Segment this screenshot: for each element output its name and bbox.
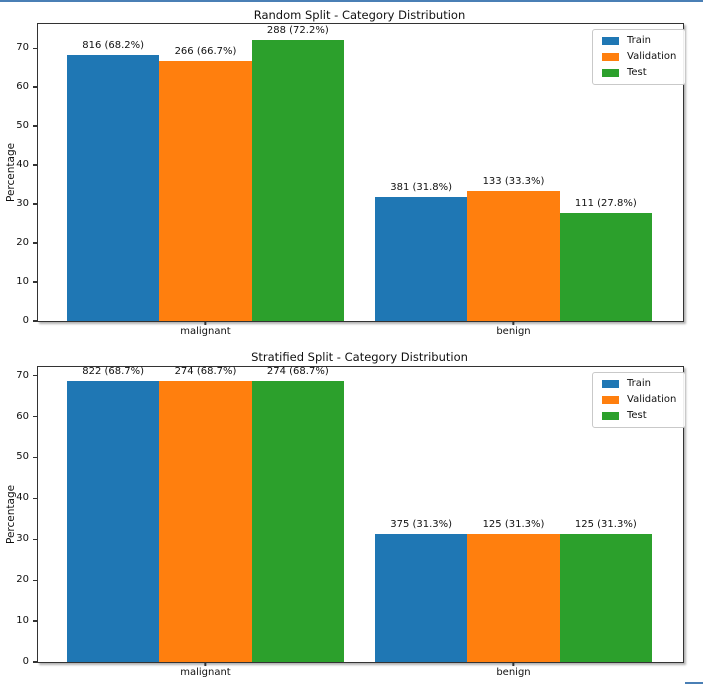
test-swatch <box>602 412 619 420</box>
legend-label-train: Train <box>627 378 651 389</box>
y-tick-label: 30 <box>16 533 29 545</box>
train-swatch <box>602 37 619 45</box>
legend-label-validation: Validation <box>627 394 677 405</box>
legend-item-test: Test <box>602 410 676 422</box>
y-tick-mark <box>32 47 37 49</box>
bar-value-label: 111 (27.8%) <box>574 197 637 209</box>
y-tick-mark <box>32 125 37 127</box>
bar-train-benign <box>375 197 468 321</box>
bar-value-label: 822 (68.7%) <box>82 365 145 377</box>
legend-item-validation: Validation <box>602 51 676 63</box>
y-tick-label: 50 <box>16 120 29 132</box>
bar-test-malignant <box>251 380 344 662</box>
y-tick-label: 0 <box>22 656 29 667</box>
x-tick-label: malignant <box>180 667 231 678</box>
plot-area: Percentage Train Validation Test 0 10 20 30… <box>5 23 687 337</box>
validation-swatch <box>602 396 619 404</box>
bar-value-label: 266 (66.7%) <box>174 46 237 58</box>
y-tick-label: 30 <box>16 198 29 210</box>
y-tick-label: 20 <box>16 237 29 249</box>
legend-item-test: Test <box>602 67 676 79</box>
y-tick-mark <box>32 661 37 663</box>
x-tick-label: benign <box>496 326 531 337</box>
y-tick-label: 10 <box>16 615 29 627</box>
y-tick-mark <box>32 415 37 418</box>
x-tick-mark <box>204 321 207 325</box>
y-tick-label: 70 <box>16 369 29 381</box>
legend-label-train: Train <box>627 35 651 46</box>
validation-swatch <box>602 53 619 61</box>
bar-value-label: 133 (33.3%) <box>482 176 545 188</box>
legend-item-train: Train <box>602 35 676 47</box>
bar-train-malignant <box>67 380 160 662</box>
bar-test-benign <box>559 533 652 662</box>
y-tick-mark <box>32 86 37 88</box>
bar-value-label: 375 (31.3%) <box>390 518 453 530</box>
legend-label-test: Test <box>627 410 647 421</box>
bar-value-label: 125 (31.3%) <box>482 518 545 530</box>
bar-value-label: 274 (68.7%) <box>266 365 329 377</box>
y-tick-label: 60 <box>16 81 29 93</box>
y-tick-mark <box>32 579 37 581</box>
plot-area: Percentage Train Validation Test 0 10 20 30… <box>5 365 687 678</box>
bar-value-label: 288 (72.2%) <box>266 24 329 36</box>
y-tick-mark <box>32 320 37 322</box>
y-tick-mark <box>32 538 37 540</box>
bar-test-benign <box>559 212 652 321</box>
bar-validation-benign <box>467 533 560 662</box>
bar-test-malignant <box>251 39 344 321</box>
y-tick-label: 40 <box>16 159 29 171</box>
chart-title: Random Split - Category Distribution <box>253 8 466 22</box>
bar-value-label: 381 (31.8%) <box>390 182 453 194</box>
bar-validation-benign <box>467 191 560 321</box>
legend-item-validation: Validation <box>602 394 676 406</box>
y-tick-mark <box>32 620 37 622</box>
y-tick-mark <box>32 281 37 283</box>
legend: Train Validation Test <box>592 29 687 85</box>
bar-value-label: 125 (31.3%) <box>574 518 637 530</box>
y-tick-label: 40 <box>16 492 29 504</box>
legend-label-test: Test <box>627 67 647 78</box>
bar-validation-malignant <box>159 380 252 662</box>
y-tick-label: 0 <box>22 315 29 326</box>
y-tick-label: 10 <box>16 276 29 288</box>
bar-value-label: 274 (68.7%) <box>174 365 237 377</box>
x-tick-label: benign <box>496 667 531 678</box>
y-tick-label: 60 <box>16 410 29 422</box>
window-top-border <box>0 0 703 2</box>
bar-train-malignant <box>67 55 160 321</box>
y-tick-mark <box>32 164 37 166</box>
legend-item-train: Train <box>602 378 676 390</box>
train-swatch <box>602 380 619 388</box>
random-split-chart: Random Split - Category Distribution Per… <box>0 0 703 343</box>
y-tick-label: 50 <box>16 451 29 463</box>
legend: Train Validation Test <box>592 372 687 428</box>
x-tick-mark <box>512 321 515 325</box>
y-tick-label: 70 <box>16 42 29 54</box>
bar-value-label: 816 (68.2%) <box>82 40 145 52</box>
legend-label-validation: Validation <box>627 51 677 62</box>
y-tick-mark <box>32 203 37 205</box>
x-tick-mark <box>512 662 515 666</box>
y-tick-mark <box>32 374 37 377</box>
y-tick-mark <box>32 497 37 499</box>
bar-validation-malignant <box>159 61 252 321</box>
bar-train-benign <box>375 533 468 662</box>
y-tick-label: 20 <box>16 574 29 586</box>
y-tick-mark <box>32 456 37 459</box>
window-bottom-edge-fragment <box>685 682 703 684</box>
y-tick-mark <box>32 242 37 244</box>
chart-title: Stratified Split - Category Distribution <box>251 350 468 364</box>
test-swatch <box>602 69 619 77</box>
x-tick-mark <box>204 662 207 666</box>
stratified-split-chart: Stratified Split - Category Distribution… <box>0 343 703 689</box>
x-tick-label: malignant <box>180 326 231 337</box>
